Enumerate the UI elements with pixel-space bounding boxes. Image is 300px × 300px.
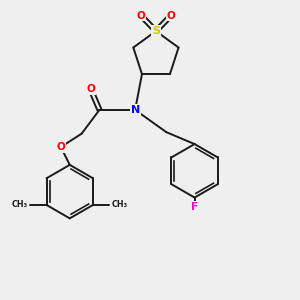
Text: CH₃: CH₃: [112, 200, 128, 209]
Text: CH₃: CH₃: [12, 200, 28, 209]
Text: S: S: [152, 26, 160, 36]
Text: O: O: [137, 11, 146, 21]
Text: N: N: [130, 105, 140, 115]
Text: O: O: [56, 142, 65, 152]
Text: F: F: [191, 202, 198, 212]
Text: O: O: [167, 11, 175, 21]
Text: O: O: [86, 84, 95, 94]
